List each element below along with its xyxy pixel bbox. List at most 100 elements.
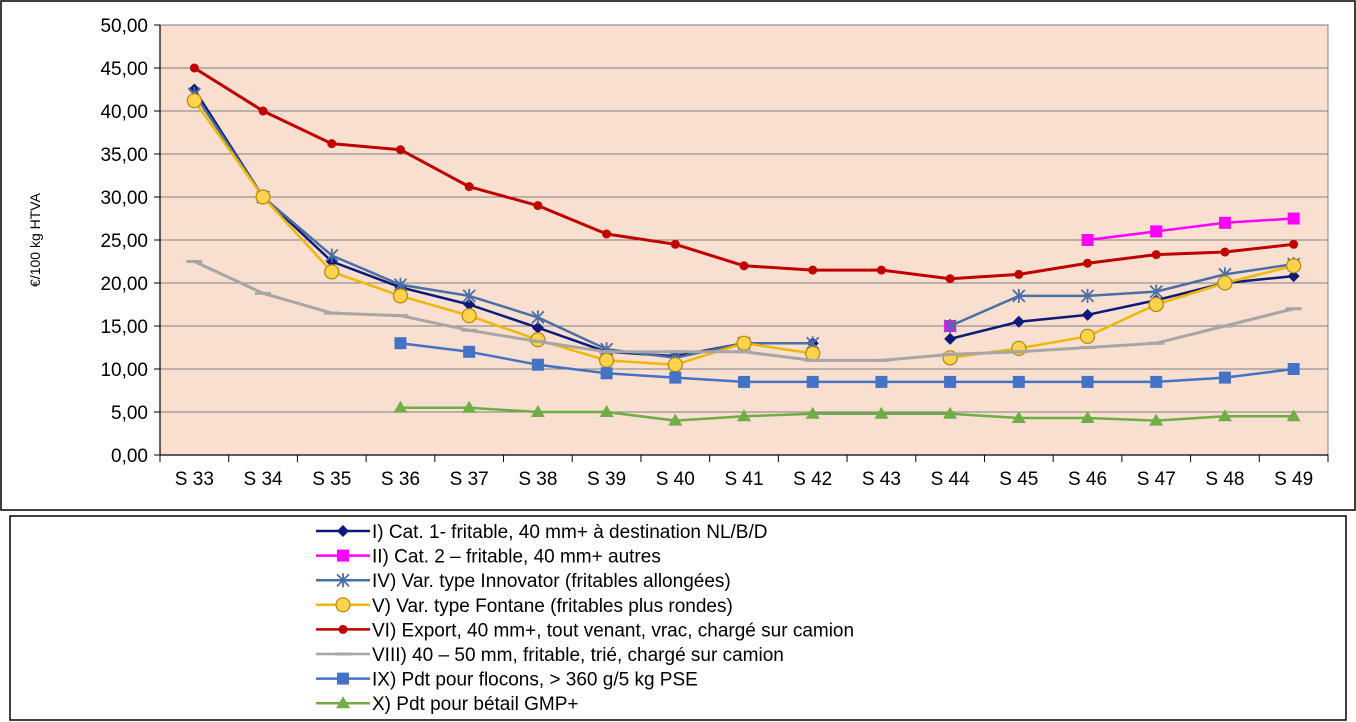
data-point [464, 182, 474, 192]
data-point [736, 335, 752, 351]
legend-item: VIII) 40 – 50 mm, fritable, trié, chargé… [316, 645, 784, 666]
data-point [600, 367, 613, 380]
data-point [1012, 315, 1025, 328]
legend-marker [336, 696, 350, 709]
data-point [1286, 409, 1301, 422]
x-tick-label: S 45 [999, 469, 1038, 490]
data-point [739, 261, 749, 271]
series-line [949, 264, 1294, 360]
data-point [1148, 296, 1164, 313]
x-tick-label: S 39 [587, 469, 626, 490]
data-point [255, 189, 271, 205]
x-tick-label: S 49 [1274, 469, 1313, 490]
data-point [1220, 247, 1230, 257]
legend-label: II) Cat. 2 – fritable, 40 mm+ autres [372, 547, 661, 568]
x-tick-label: S 38 [518, 469, 557, 490]
legend-marker [337, 525, 349, 537]
legend-marker [338, 624, 348, 634]
data-point [806, 375, 819, 388]
y-tick-label: 45,00 [100, 59, 148, 80]
data-point [462, 400, 477, 413]
x-tick-label: S 44 [931, 469, 971, 490]
data-point [1012, 375, 1025, 388]
data-point [394, 337, 407, 350]
data-point [943, 406, 958, 419]
data-point [531, 358, 544, 371]
data-point [737, 409, 751, 422]
data-point [1014, 269, 1024, 279]
data-point [1080, 288, 1095, 303]
data-point [669, 371, 682, 384]
series-6 [186, 260, 1302, 362]
y-tick-labels: 0,00 5,00 10,00 15,00 20,00 25,00 30,00 35,00 40… [100, 16, 148, 467]
data-point [1081, 234, 1094, 246]
data-point [327, 139, 337, 149]
data-point [668, 413, 683, 426]
data-point [1083, 258, 1093, 268]
legend-frame [9, 515, 1347, 721]
legend-marker [337, 672, 349, 685]
legend-item: IX) Pdt pour flocons, > 360 g/5 kg PSE [316, 670, 698, 691]
y-tick-label: 35,00 [100, 145, 148, 166]
series-5 [189, 63, 1299, 284]
legend-item: II) Cat. 2 – fritable, 40 mm+ autres [316, 547, 661, 568]
data-point [393, 400, 408, 413]
data-point [533, 201, 543, 211]
data-point [1012, 288, 1026, 303]
x-tick-label: S 46 [1068, 469, 1107, 490]
data-point [874, 406, 889, 419]
data-point [945, 274, 955, 284]
data-point [876, 265, 886, 275]
data-point [1151, 250, 1161, 260]
x-tick-label: S 35 [312, 469, 351, 490]
data-point [1287, 270, 1300, 283]
data-point [189, 63, 199, 73]
x-tick-label: S 33 [175, 469, 214, 490]
x-tick-label: S 34 [244, 469, 284, 490]
y-tick-label: 25,00 [100, 231, 148, 252]
data-point [1150, 225, 1163, 238]
series-line [193, 99, 813, 366]
data-point [805, 406, 820, 419]
data-point [808, 265, 818, 275]
legend: I) Cat. 1- fritable, 40 mm+ à destinatio… [316, 522, 854, 715]
y-tick-label: 20,00 [100, 274, 148, 295]
data-point [463, 298, 476, 311]
data-point [461, 308, 477, 324]
x-tick-label: S 47 [1137, 469, 1176, 490]
x-tick-label: S 42 [793, 469, 832, 490]
x-tick-label: S 37 [450, 469, 489, 490]
series-line [400, 341, 1294, 384]
series-line [949, 262, 1294, 328]
legend-label: VIII) 40 – 50 mm, fritable, trié, chargé… [372, 645, 784, 666]
data-point [598, 352, 615, 368]
data-point [1081, 308, 1094, 321]
data-point [667, 357, 683, 373]
data-point [258, 106, 268, 116]
data-point [1287, 212, 1300, 225]
x-tick-labels: S 33 S 34 S 35 S 36 S 37 S 38 S 39 S 40 S 41 S 42… [175, 469, 1313, 490]
legend-label: IX) Pdt pour flocons, > 360 g/5 kg PSE [372, 670, 698, 691]
series-7 [394, 337, 1300, 388]
legend-label: I) Cat. 1- fritable, 40 mm+ à destinatio… [372, 522, 767, 543]
legend-item: V) Var. type Fontane (fritables plus ron… [316, 596, 733, 617]
legend-label: X) Pdt pour bétail GMP+ [372, 694, 578, 715]
y-tick-label: 5,00 [111, 403, 148, 424]
legend-marker [335, 597, 351, 613]
data-point [1217, 275, 1233, 291]
data-point [1150, 375, 1163, 388]
data-point [463, 345, 476, 358]
legend-marker [336, 573, 350, 588]
x-tick-label: S 48 [1205, 469, 1244, 490]
series-group [186, 63, 1302, 426]
data-point [324, 264, 340, 280]
data-point [531, 321, 544, 334]
axes [159, 25, 1329, 462]
y-tick-label: 0,00 [111, 446, 148, 467]
legend-item: VI) Export, 40 mm+, tout venant, vrac, c… [316, 620, 854, 641]
legend-item: I) Cat. 1- fritable, 40 mm+ à destinatio… [316, 522, 767, 543]
data-point [875, 375, 888, 388]
data-point [738, 375, 750, 388]
y-tick-label: 50,00 [100, 16, 148, 37]
